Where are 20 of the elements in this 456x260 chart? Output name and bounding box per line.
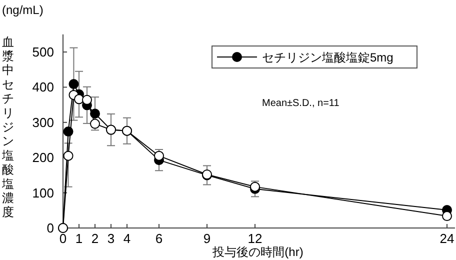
x-tick-label: 12 bbox=[248, 231, 262, 246]
y-tick-label: 200 bbox=[32, 150, 54, 166]
y-tick-label: 500 bbox=[32, 44, 54, 60]
x-tick-label: 1 bbox=[75, 231, 83, 246]
y-tick-label: 400 bbox=[32, 80, 54, 95]
y-tick-label: 100 bbox=[32, 185, 54, 200]
y-tick-label: 300 bbox=[32, 114, 54, 130]
y-tick-label: 0 bbox=[46, 220, 54, 236]
x-tick-label: 0 bbox=[59, 231, 67, 246]
x-tick-label: 4 bbox=[123, 231, 131, 246]
x-tick-label: 9 bbox=[203, 231, 211, 246]
text: 血漿中セチリジン塩酸塩濃度 bbox=[2, 34, 14, 220]
x-tick-label: 24 bbox=[440, 231, 454, 246]
x-tick-label: 6 bbox=[155, 231, 163, 246]
x-tick-label: 3 bbox=[107, 231, 115, 246]
x-axis-title: 投与後の時間(hr) bbox=[212, 245, 304, 259]
legend-label: セチリジン塩酸塩錠5mg bbox=[262, 50, 394, 64]
annotation: Mean±S.D., n=11 bbox=[262, 98, 340, 109]
x-tick-label: 2 bbox=[91, 231, 99, 246]
text: (ng/mL) bbox=[2, 3, 44, 17]
